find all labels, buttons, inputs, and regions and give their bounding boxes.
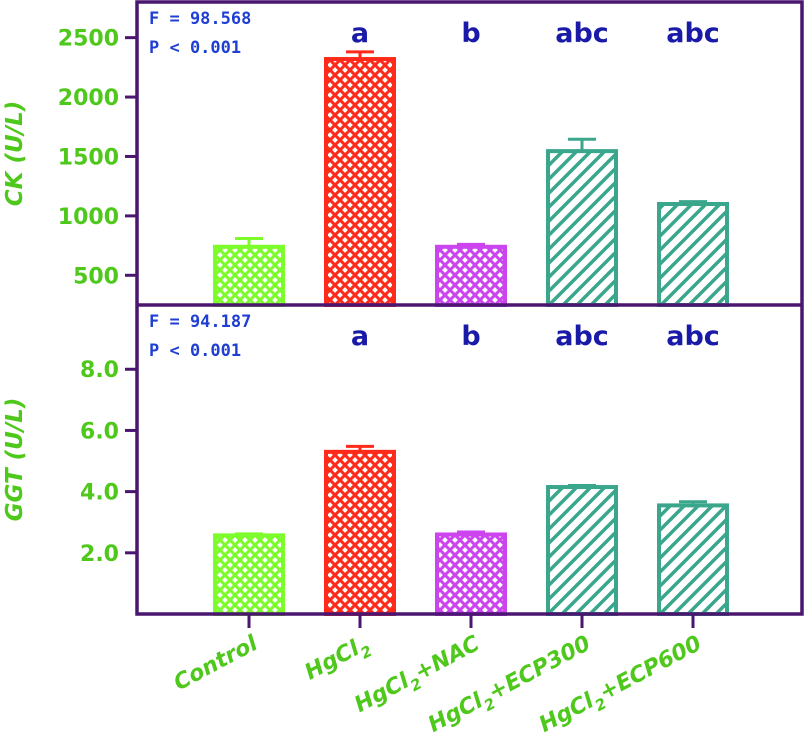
ggt-y-tick-label: 4.0 — [80, 481, 119, 506]
ggt-bar-4 — [657, 503, 729, 616]
ck-y-tick-label: 2000 — [58, 86, 119, 111]
category-label-0: Control — [170, 631, 262, 696]
ggt-y-tick-label: 8.0 — [80, 358, 119, 383]
category-label-1: HgCl2 — [301, 631, 375, 690]
ck-bar-1 — [324, 57, 396, 307]
ck-bar-0 — [213, 244, 285, 308]
ck-bar-4 — [657, 202, 729, 307]
ggt-panel: 2.0 4.0 6.0 8.0 GGT (U/L) a b abc abc F = 94.187 P… — [2, 312, 729, 617]
ggt-significance-letter: a — [351, 321, 369, 352]
plot-frame — [135, 0, 804, 616]
x-axis: Control HgCl2HgCl2+NACHgCl2+ECP300HgCl2+E… — [170, 614, 706, 738]
ggt-significance-letter: abc — [666, 321, 720, 352]
outer-frame — [135, 0, 804, 616]
ck-stat-text: P < 0.001 — [149, 38, 241, 58]
ck-significance-letter: a — [351, 18, 369, 49]
ggt-bar-1 — [324, 449, 396, 616]
ck-bar-3 — [546, 149, 618, 307]
ck-y-axis-title: CK (U/L) — [2, 101, 28, 206]
ggt-y-axis-title: GGT (U/L) — [2, 398, 28, 522]
ggt-y-tick-label: 6.0 — [80, 419, 119, 444]
ck-significance-letter: b — [461, 18, 480, 49]
ggt-stat-text: F = 94.187 — [149, 312, 251, 332]
ggt-stat-text: P < 0.001 — [149, 341, 241, 361]
ck-bar-2 — [435, 244, 507, 308]
ck-y-tick-label: 1000 — [58, 205, 119, 230]
ck-y-tick-label: 1500 — [58, 145, 119, 170]
ggt-bar-2 — [435, 532, 507, 616]
ck-y-tick-label: 2500 — [58, 27, 119, 52]
ggt-y-tick-label: 2.0 — [80, 542, 119, 567]
ggt-bar-3 — [546, 485, 618, 617]
ck-panel: 500 1000 1500 2000 2500 CK (U/L) a b abc abc F = 9… — [2, 9, 729, 308]
ck-y-tick-label: 500 — [73, 264, 119, 289]
ck-significance-letter: abc — [555, 18, 609, 49]
ggt-significance-letter: b — [461, 321, 480, 352]
ggt-bar-0 — [213, 533, 285, 617]
ck-significance-letter: abc — [666, 18, 720, 49]
ggt-significance-letter: abc — [555, 321, 609, 352]
ck-stat-text: F = 98.568 — [149, 9, 251, 29]
